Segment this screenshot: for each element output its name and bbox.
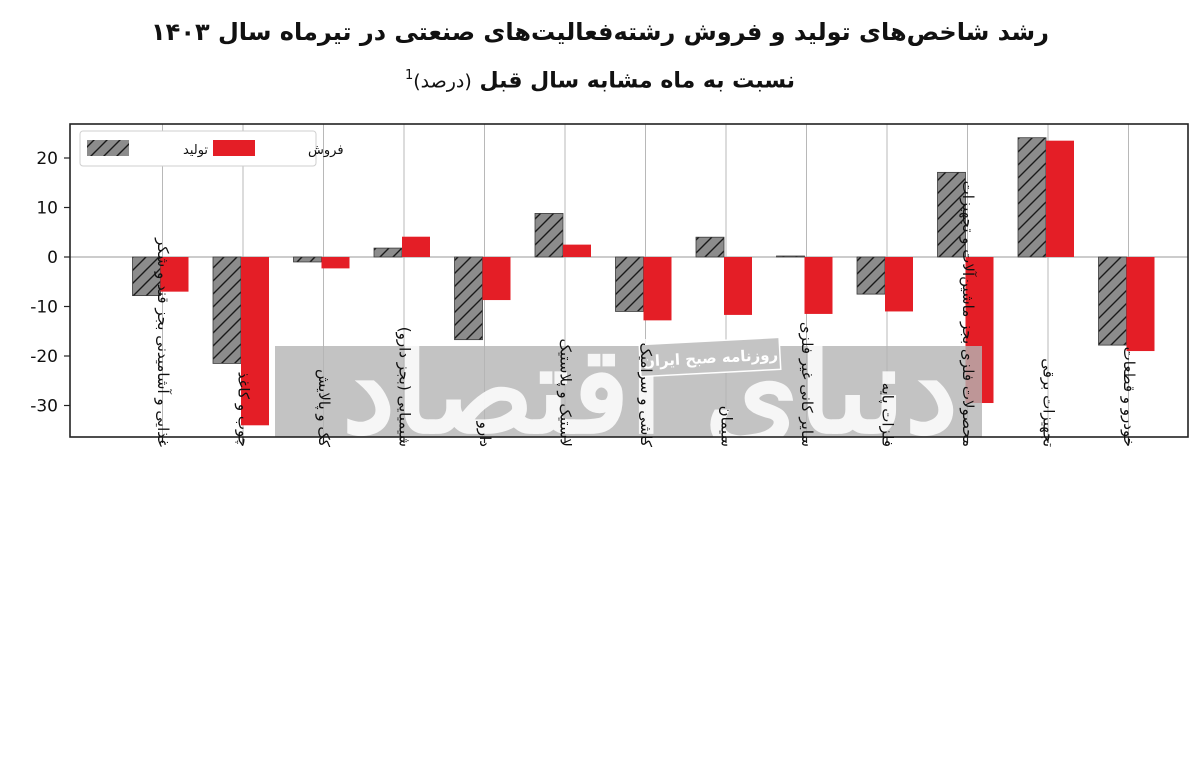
bar-sales [563, 244, 591, 257]
bars [132, 137, 1155, 426]
bar-production [132, 256, 161, 297]
bar-production [212, 256, 242, 364]
bar-production [293, 256, 322, 263]
y-tick-label: -10 [30, 298, 58, 318]
chart-title-unit: (درصد) [413, 70, 472, 93]
x-tick-label: خودرو و قطعات [1120, 347, 1138, 447]
bar-production [856, 256, 886, 295]
y-tick-label: 0 [47, 248, 58, 268]
chart-title-line2: نسبت به ماه مشابه سال قبل (درصد)1 [0, 68, 1200, 93]
legend-swatch-production [87, 140, 129, 156]
watermark-tag-box [638, 336, 782, 378]
x-tick-label: کک و پالایش [314, 369, 333, 448]
watermark: دنیای اقتصاد روزنامه صبح ایران [275, 320, 982, 461]
bar-production [1098, 256, 1127, 346]
x-tick-label: سایر کانی غیر فلزی [798, 322, 816, 447]
bar-production [615, 256, 644, 312]
bar-sales [1046, 140, 1074, 257]
legend-swatch-sales [213, 140, 255, 156]
chart-title-line2-main: نسبت به ماه مشابه سال قبل [479, 68, 796, 94]
bar-production [1017, 137, 1047, 258]
x-tick-label: کاشی و سرامیک [637, 342, 655, 447]
x-tick-label: غذایی و آشامیدنی بجز قند و شکر [154, 237, 172, 447]
legend-box [79, 130, 317, 167]
bar-sales [402, 236, 430, 257]
x-tick-label: محصولات فلزی بجز ماشین‌آلات و تجهیزات [959, 181, 977, 447]
bar-sales [482, 257, 511, 301]
bar-production [776, 255, 805, 258]
x-tick-label: فلزات پایه [878, 383, 897, 447]
legend-label-sales: فروش [308, 143, 344, 158]
bar-sales [321, 257, 350, 269]
legend: تولید فروش [79, 130, 344, 167]
chart-title-footnote: 1 [404, 68, 414, 83]
chart-title-line1: رشد شاخص‌های تولید و فروش رشته‌فعالیت‌ها… [151, 18, 1049, 46]
bar-production [695, 236, 725, 258]
y-tick-label: -20 [30, 347, 58, 367]
bar-sales [804, 257, 833, 314]
bar-sales [1126, 257, 1155, 352]
bar-sales [241, 257, 269, 426]
watermark-band [275, 346, 982, 437]
x-tick-label: چوب و کاغذ [235, 372, 253, 447]
plot-frame [69, 123, 1189, 438]
bar-sales [885, 257, 913, 312]
x-tick-label: تجهیزات برقی [1040, 358, 1058, 447]
y-axis-ticks: 20 10 0 -10 -20 -30 [30, 149, 70, 417]
bar-sales [643, 257, 672, 321]
bar-sales [160, 257, 189, 292]
x-tick-label: شیمیایی (بجز دارو) [396, 327, 414, 447]
x-tick-label: لاستیک و پلاستیک [556, 338, 575, 447]
x-tick-label: سیمان [718, 406, 736, 447]
bar-production [454, 256, 483, 341]
x-tick-label: دارو [476, 421, 494, 447]
bar-sales [724, 257, 752, 315]
y-tick-label: 10 [36, 199, 58, 219]
bar-production [373, 247, 403, 258]
y-tick-label: -30 [30, 397, 58, 417]
x-axis-labels: غذایی و آشامیدنی بجز قند و شکر چوب و کاغذ… [154, 181, 1138, 448]
y-tick-label: 20 [36, 149, 58, 169]
bar-production [937, 171, 966, 258]
legend-label-production: تولید [183, 143, 208, 158]
bar-production [534, 213, 564, 258]
